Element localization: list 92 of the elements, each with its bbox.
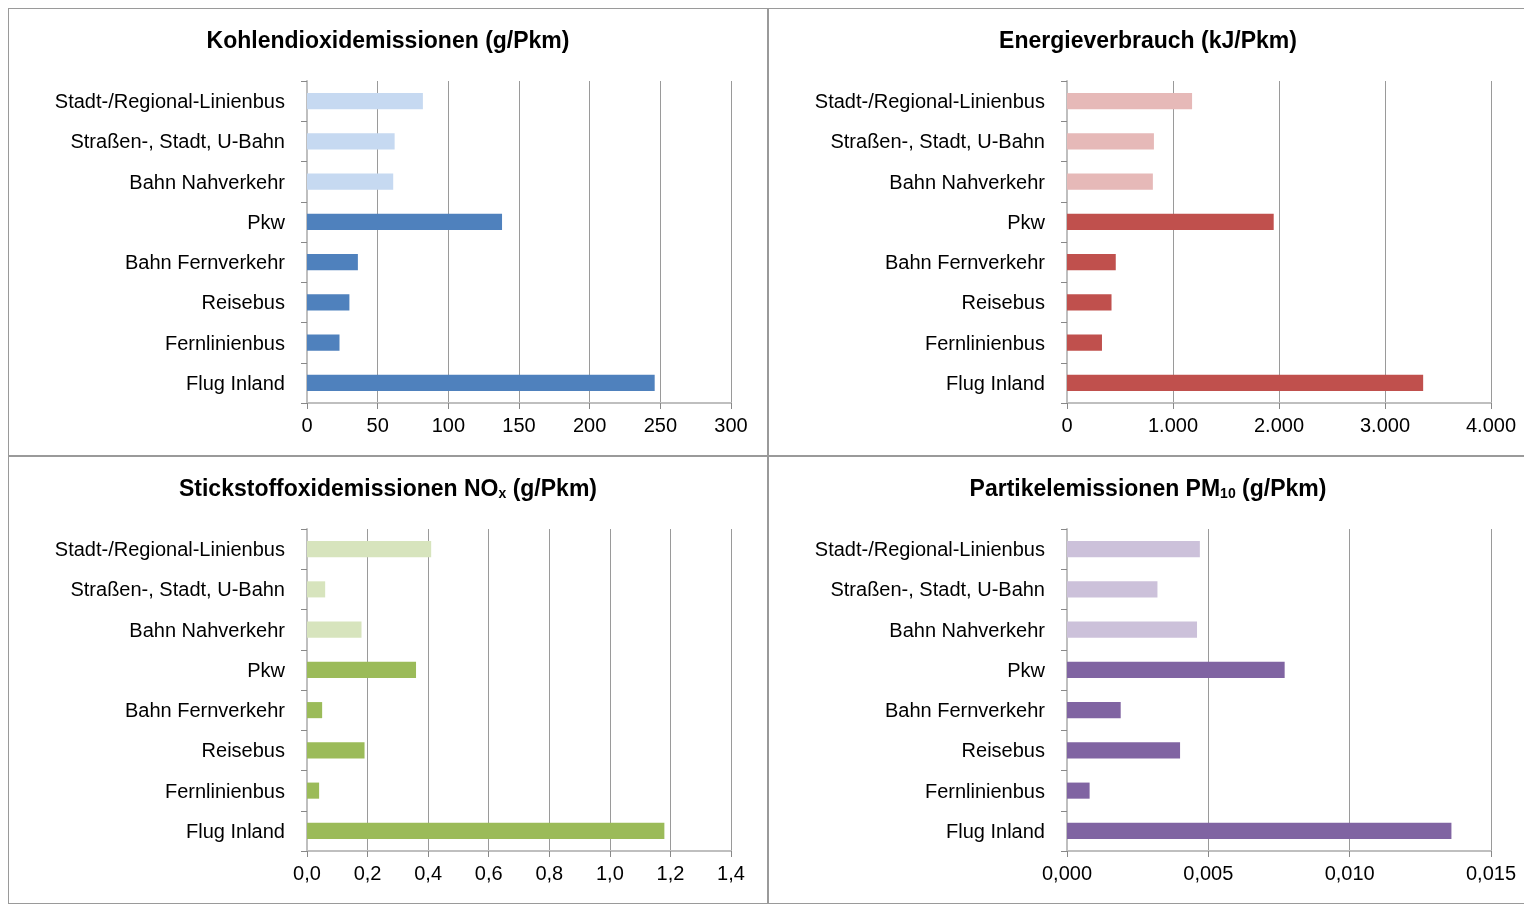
y-tick-label: Bahn Nahverkehr — [889, 618, 1046, 641]
y-tick-label: Reisebus — [201, 291, 285, 314]
x-tick-label: 1,0 — [595, 862, 624, 884]
bar — [307, 702, 323, 719]
chart-title: Partikelemissionen PM10 (g/Pkm) — [969, 475, 1327, 501]
y-tick-label: Straßen-, Stadt, U-Bahn — [70, 130, 285, 153]
y-tick-label: Pkw — [247, 210, 286, 233]
x-tick-label: 3.000 — [1359, 414, 1411, 436]
bar — [1067, 702, 1121, 719]
x-tick-label: 150 — [502, 414, 536, 436]
y-tick-label: Stadt-/Regional-Linienbus — [54, 538, 285, 561]
bar — [1067, 173, 1153, 190]
y-tick-label: Bahn Nahverkehr — [129, 618, 286, 641]
bar — [1067, 782, 1090, 799]
bar — [307, 541, 432, 558]
y-tick-label: Flug Inland — [186, 819, 285, 842]
x-tick-label: 0,2 — [353, 862, 382, 884]
y-tick-label: Straßen-, Stadt, U-Bahn — [70, 578, 285, 601]
bar — [307, 254, 358, 271]
bar — [1067, 541, 1200, 558]
y-tick-label: Straßen-, Stadt, U-Bahn — [830, 578, 1045, 601]
y-tick-label: Fernlinienbus — [924, 331, 1045, 354]
x-tick-label: 0 — [1061, 414, 1073, 436]
bar — [307, 621, 362, 638]
y-tick-label: Reisebus — [961, 739, 1045, 762]
y-tick-label: Bahn Fernverkehr — [884, 699, 1046, 722]
y-tick-label: Flug Inland — [946, 371, 1045, 394]
x-tick-label: 0,005 — [1183, 862, 1234, 884]
bar — [1067, 742, 1181, 759]
bar — [1067, 93, 1193, 110]
x-tick-label: 0 — [301, 414, 313, 436]
bar — [307, 661, 417, 678]
bar — [307, 93, 423, 110]
y-tick-label: Bahn Fernverkehr — [124, 251, 286, 274]
x-tick-label: 1.000 — [1147, 414, 1199, 436]
y-tick-label: Stadt-/Regional-Linienbus — [814, 538, 1045, 561]
bar — [1067, 213, 1274, 230]
x-tick-label: 0,015 — [1465, 862, 1517, 884]
x-tick-label: 100 — [431, 414, 466, 436]
y-tick-label: Pkw — [1007, 210, 1046, 233]
bar — [1067, 581, 1158, 598]
bar — [307, 133, 395, 150]
x-tick-label: 0,6 — [474, 862, 503, 884]
bar — [307, 374, 655, 391]
x-tick-label: 0,0 — [293, 862, 321, 884]
bar — [1067, 621, 1198, 638]
y-tick-label: Stadt-/Regional-Linienbus — [814, 90, 1045, 113]
bar — [307, 742, 365, 759]
y-tick-label: Bahn Fernverkehr — [884, 251, 1046, 274]
x-tick-label: 50 — [366, 414, 389, 436]
bar — [1067, 661, 1285, 678]
y-tick-label: Reisebus — [961, 291, 1045, 314]
x-tick-label: 2.000 — [1253, 414, 1305, 436]
y-tick-label: Reisebus — [201, 739, 285, 762]
bar — [307, 213, 503, 230]
bar — [307, 782, 320, 799]
x-tick-label: 0,000 — [1041, 862, 1093, 884]
y-tick-label: Pkw — [1007, 658, 1046, 681]
bar — [1067, 374, 1424, 391]
y-tick-label: Pkw — [247, 658, 286, 681]
y-tick-label: Fernlinienbus — [164, 331, 285, 354]
chart-title: Stickstoffoxidemissionen NOx (g/Pkm) — [178, 475, 598, 501]
y-tick-label: Stadt-/Regional-Linienbus — [54, 90, 285, 113]
bar — [307, 173, 394, 190]
bar — [307, 822, 665, 839]
x-tick-label: 300 — [714, 414, 748, 436]
y-tick-label: Fernlinienbus — [924, 779, 1045, 802]
x-tick-label: 200 — [572, 414, 607, 436]
x-tick-label: 250 — [643, 414, 678, 436]
y-tick-label: Bahn Fernverkehr — [124, 699, 286, 722]
bar — [1067, 822, 1452, 839]
x-tick-label: 0,8 — [535, 862, 564, 884]
x-tick-label: 1,4 — [717, 862, 745, 884]
y-tick-label: Fernlinienbus — [164, 779, 285, 802]
x-tick-label: 0,4 — [414, 862, 443, 884]
bar — [307, 294, 350, 311]
x-tick-label: 0,010 — [1324, 862, 1375, 884]
bar — [307, 581, 326, 598]
bar — [1067, 133, 1154, 150]
x-tick-label: 1,2 — [656, 862, 685, 884]
chart-title: Energieverbrauch (kJ/Pkm) — [999, 26, 1297, 53]
y-tick-label: Flug Inland — [186, 371, 285, 394]
y-tick-label: Straßen-, Stadt, U-Bahn — [830, 130, 1045, 153]
x-tick-label: 4.000 — [1465, 414, 1517, 436]
y-tick-label: Flug Inland — [946, 819, 1045, 842]
bar — [1067, 294, 1112, 311]
y-tick-label: Bahn Nahverkehr — [129, 170, 286, 193]
y-tick-label: Bahn Nahverkehr — [889, 170, 1046, 193]
bar — [1067, 254, 1116, 271]
chart-title: Kohlendioxidemissionen (g/Pkm) — [206, 26, 570, 53]
bar — [1067, 334, 1102, 351]
bar — [307, 334, 340, 351]
